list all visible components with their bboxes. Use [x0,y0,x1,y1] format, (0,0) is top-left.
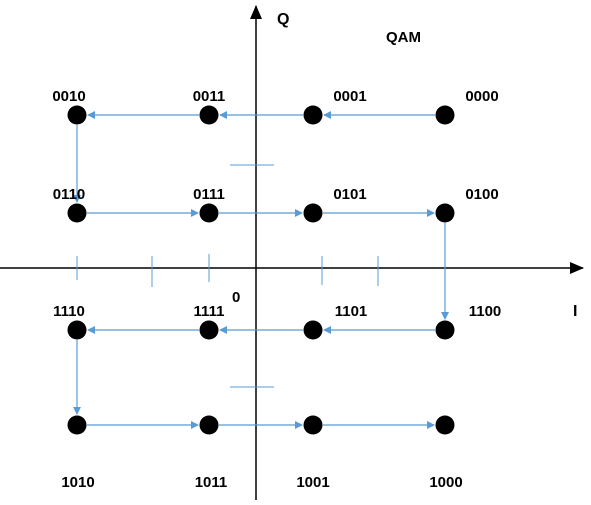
code-label: 1111 [194,303,225,320]
constellation-point [435,320,455,340]
diagram-title: QAM [386,29,421,46]
code-label: 1101 [335,303,368,320]
constellation-points [67,105,455,435]
constellation-point [303,105,323,125]
code-label: 1100 [469,303,502,320]
code-label: 1001 [296,474,329,491]
code-label: 0011 [193,88,226,105]
constellation-point [435,105,455,125]
code-label: 0100 [465,186,498,203]
constellation-point [199,105,219,125]
code-label: 0010 [52,88,85,105]
origin-label: 0 [232,289,240,306]
code-label: 0001 [333,88,366,105]
code-label: 1000 [429,474,462,491]
constellation-point [199,320,219,340]
constellation-point [435,415,455,435]
constellation-point [303,320,323,340]
q-axis-label: Q [277,11,289,28]
code-label: 0110 [53,186,86,203]
i-axis-label: I [573,303,577,320]
constellation-point [199,415,219,435]
constellation-point [303,203,323,223]
constellation-point [435,203,455,223]
constellation-point [67,415,87,435]
constellation-point [303,415,323,435]
constellation-point [199,203,219,223]
code-label: 0000 [465,88,498,105]
code-label: 1110 [53,303,85,320]
code-label: 0111 [193,186,225,203]
code-label: 1010 [61,474,94,491]
gray-code-path [73,111,449,429]
code-label: 1011 [195,474,228,491]
constellation-point [67,105,87,125]
constellation-point [67,203,87,223]
code-label: 0101 [333,186,366,203]
constellation-point [67,320,87,340]
